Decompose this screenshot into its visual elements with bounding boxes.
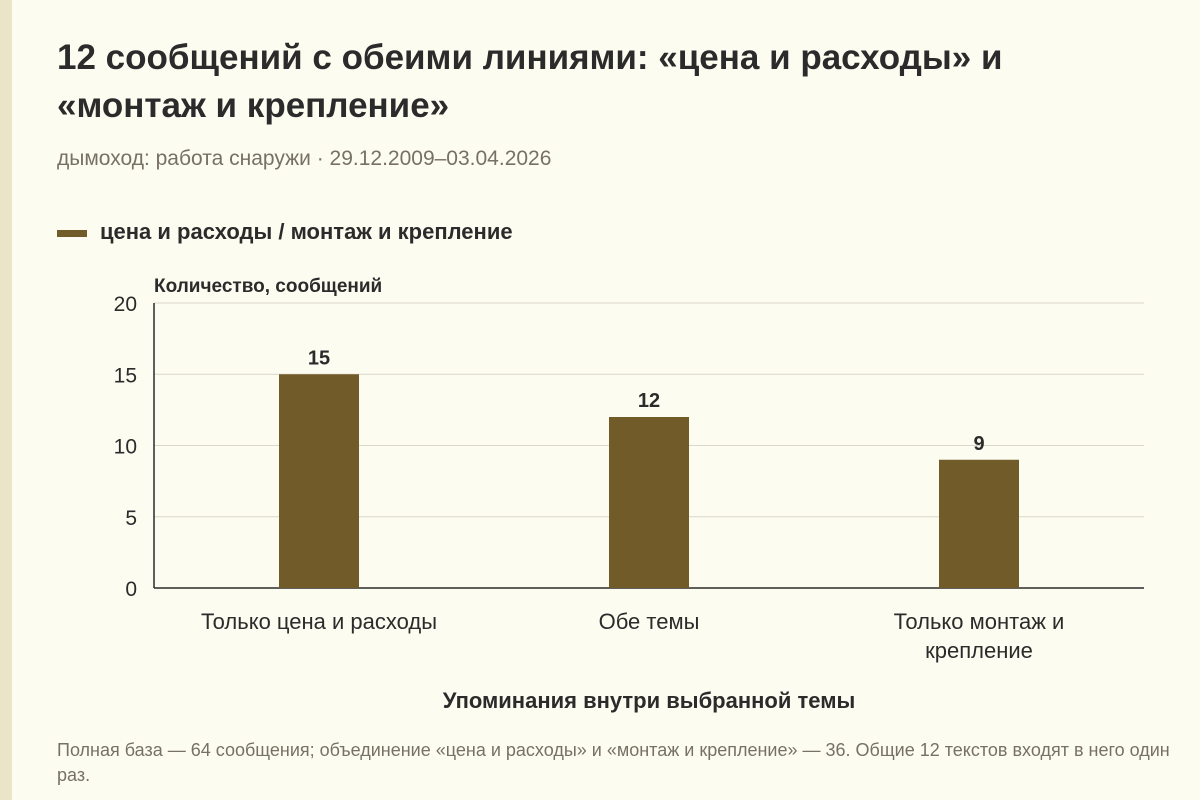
- y-tick-label: 5: [125, 507, 137, 530]
- legend: цена и расходы / монтаж и крепление: [57, 219, 513, 245]
- y-tick-label: 10: [114, 436, 137, 459]
- y-tick-label: 0: [125, 578, 137, 601]
- bar: [279, 374, 359, 588]
- bar-value-label: 15: [308, 347, 330, 369]
- x-tick-label-line: Обе темы: [599, 609, 700, 634]
- y-axis-title: Количество, сообщений: [154, 276, 382, 297]
- footnote: Полная база — 64 сообщения; объединение …: [57, 740, 1170, 785]
- x-tick-label-line: крепление: [925, 638, 1033, 663]
- x-tick-label-line: Только цена и расходы: [201, 609, 437, 634]
- bar: [939, 459, 1019, 588]
- bar-value-label: 9: [973, 433, 984, 455]
- chart-title: 12 сообщений с обеими линиями: «цена и р…: [57, 38, 1003, 125]
- bar: [609, 417, 689, 588]
- legend-label: цена и расходы / монтаж и крепление: [100, 219, 513, 244]
- left-accent-strip: [0, 0, 12, 800]
- x-tick-label: Только цена и расходы: [201, 609, 437, 634]
- y-tick-label: 20: [114, 293, 137, 316]
- x-tick-label: Обе темы: [599, 609, 700, 634]
- legend-swatch: [57, 230, 87, 237]
- x-tick-label: Только монтаж и крепление: [894, 609, 1065, 663]
- y-tick-label: 15: [114, 364, 137, 387]
- x-tick-label-line: Только монтаж и: [894, 609, 1065, 634]
- x-axis-title: Упоминания внутри выбранной темы: [443, 688, 856, 713]
- chart-subtitle: дымоход: работа снаружи · 29.12.2009–03.…: [57, 147, 552, 170]
- bar-value-label: 12: [638, 390, 660, 412]
